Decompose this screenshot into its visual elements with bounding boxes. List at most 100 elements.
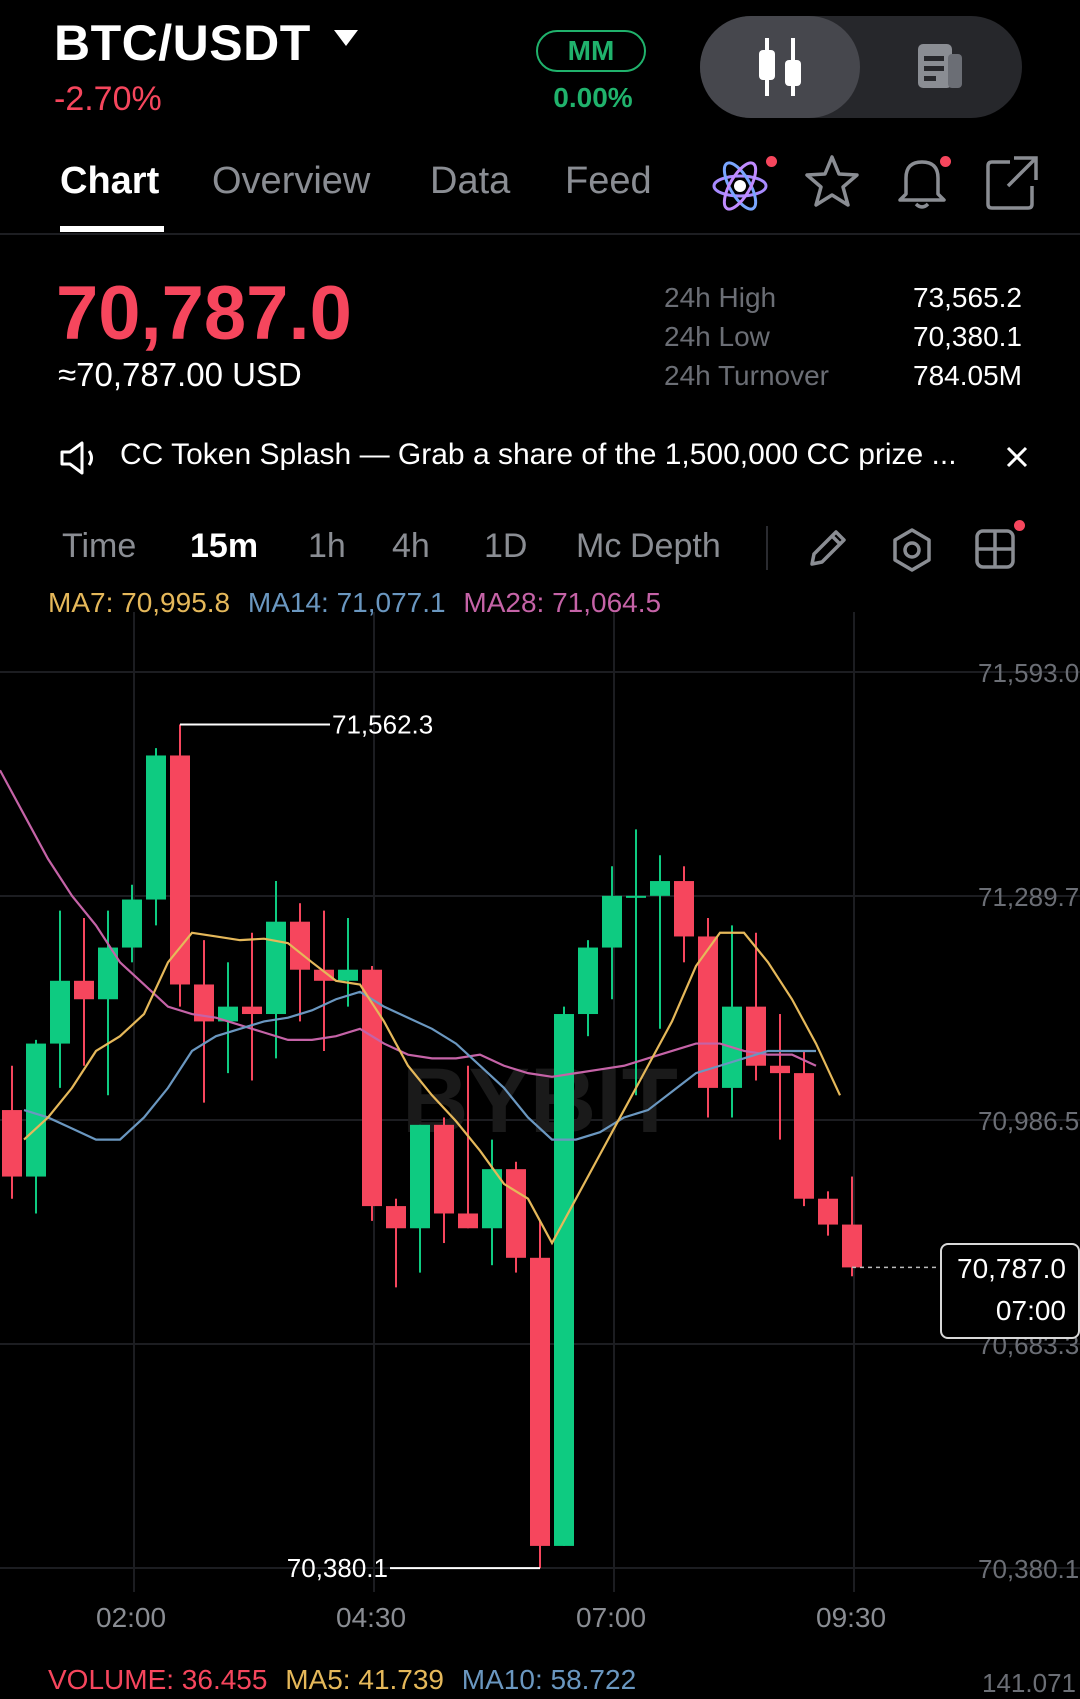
announcement-text[interactable]: CC Token Splash — Grab a share of the 1,… bbox=[120, 438, 957, 471]
candle-body bbox=[842, 1224, 862, 1268]
y-tick-label: 71,289.7 bbox=[978, 882, 1079, 912]
mm-value: 0.00% bbox=[553, 82, 633, 113]
candle-body bbox=[458, 1213, 478, 1229]
stat-24h-low-value: 70,380.1 bbox=[913, 321, 1022, 352]
layout-grid-icon[interactable] bbox=[972, 526, 1018, 572]
y-tick-label: 70,380.1 bbox=[978, 1554, 1079, 1584]
candle-body bbox=[482, 1169, 502, 1229]
last-price: 70,787.0 bbox=[56, 271, 352, 356]
stat-24h-low-label: 24h Low bbox=[664, 321, 770, 352]
x-tick-label: 02:00 bbox=[96, 1602, 167, 1633]
ai-notification-dot bbox=[766, 156, 777, 167]
candle-body bbox=[506, 1169, 526, 1258]
timeframe-time[interactable]: Time bbox=[62, 527, 137, 565]
candlestick-mode-button[interactable] bbox=[700, 16, 860, 118]
usd-equivalent: ≈70,787.00 USD bbox=[58, 356, 302, 393]
candle-body bbox=[626, 895, 646, 898]
tab-feed[interactable]: Feed bbox=[565, 160, 652, 202]
y-tick-label: 71,593.0 bbox=[978, 658, 1079, 688]
candle-body bbox=[26, 1043, 46, 1177]
high-marker-label: 71,562.3 bbox=[332, 709, 433, 739]
timeframe-15m[interactable]: 15m bbox=[190, 527, 259, 565]
ma7-line bbox=[23, 931, 841, 1246]
close-announcement-icon[interactable] bbox=[1004, 444, 1030, 470]
pair-dropdown-caret-icon[interactable] bbox=[334, 30, 358, 46]
tab-overview[interactable]: Overview bbox=[212, 160, 371, 202]
y-tick-label: 70,986.5 bbox=[978, 1106, 1079, 1136]
ma14-legend: MA14: 71,077.1 bbox=[247, 587, 446, 618]
tab-data[interactable]: Data bbox=[430, 160, 511, 202]
candle-body bbox=[674, 881, 694, 937]
candle-body bbox=[98, 947, 118, 1000]
x-tick-label: 07:00 bbox=[576, 1602, 647, 1633]
price-change-percent: -2.70% bbox=[54, 80, 162, 118]
ma7-legend: MA7: 70,995.8 bbox=[48, 587, 231, 618]
ma-lines-layer bbox=[0, 769, 841, 1246]
tab-active-underline bbox=[60, 226, 164, 232]
candle-body bbox=[530, 1257, 550, 1546]
timeframe-more[interactable]: Mc bbox=[576, 527, 622, 565]
candle-body bbox=[314, 969, 334, 981]
favorite-star-icon[interactable] bbox=[802, 152, 862, 212]
ai-atom-icon[interactable] bbox=[708, 154, 772, 218]
x-tick-label: 09:30 bbox=[816, 1602, 887, 1633]
tab-chart[interactable]: Chart bbox=[60, 160, 160, 202]
alert-notification-dot bbox=[940, 156, 951, 167]
candle-body bbox=[698, 936, 718, 1088]
candle-body bbox=[602, 895, 622, 948]
volume-axis-value: 141.071 bbox=[982, 1668, 1076, 1698]
mm-badge[interactable]: MM bbox=[536, 30, 646, 72]
candle-body bbox=[410, 1124, 430, 1229]
candle-body bbox=[122, 899, 142, 948]
timeframe-1d[interactable]: 1D bbox=[484, 527, 528, 565]
candles-layer bbox=[2, 724, 862, 1569]
candle-body bbox=[290, 921, 310, 970]
candle-body bbox=[74, 980, 94, 1000]
candle-body bbox=[218, 1006, 238, 1022]
ma14-line bbox=[23, 990, 816, 1141]
ma28-legend: MA28: 71,064.5 bbox=[463, 587, 662, 618]
candle-body bbox=[434, 1124, 454, 1214]
last-price-tag[interactable]: 70,787.0 07:00 bbox=[940, 1243, 1080, 1339]
ma-legend: MA7: 70,995.8 MA14: 71,077.1 MA28: 71,06… bbox=[48, 587, 661, 619]
volume-ma10: MA10: 58.722 bbox=[461, 1664, 637, 1695]
stat-24h-turnover-value: 784.05M bbox=[913, 360, 1022, 391]
candle-body bbox=[50, 980, 70, 1044]
y-axis: 71,593.071,289.770,986.570,683.370,380.1 bbox=[978, 658, 1079, 1584]
low-marker-label: 70,380.1 bbox=[287, 1553, 388, 1583]
news-icon[interactable] bbox=[910, 40, 970, 94]
share-external-icon[interactable] bbox=[984, 154, 1040, 212]
candle-body bbox=[146, 755, 166, 900]
candle-body bbox=[194, 984, 214, 1022]
candle-body bbox=[650, 881, 670, 896]
last-price-tag-time: 07:00 bbox=[995, 1295, 1066, 1326]
stat-24h-high-label: 24h High bbox=[664, 282, 777, 313]
indicator-settings-icon[interactable] bbox=[888, 526, 936, 574]
announcement-speaker-icon bbox=[60, 441, 93, 475]
candle-body bbox=[386, 1206, 406, 1229]
tab-depth[interactable]: Depth bbox=[630, 527, 721, 565]
draw-pencil-icon[interactable] bbox=[804, 526, 850, 572]
timeframe-1h[interactable]: 1h bbox=[308, 527, 346, 565]
candlestick-icon bbox=[759, 38, 801, 96]
candle-body bbox=[2, 1110, 22, 1177]
candle-body bbox=[794, 1073, 814, 1199]
layout-notification-dot bbox=[1014, 520, 1025, 531]
volume-legend: VOLUME: 36.455 MA5: 41.739 MA10: 58.722 bbox=[48, 1664, 636, 1696]
timeframe-4h[interactable]: 4h bbox=[392, 527, 430, 565]
candlestick-chart[interactable]: BYBIT 71,562.370,380.1 71,593.071,289.77… bbox=[0, 612, 1080, 1644]
candle-body bbox=[554, 1014, 574, 1546]
price-alert-bell-icon[interactable] bbox=[892, 152, 952, 214]
stat-24h-high-value: 73,565.2 bbox=[913, 282, 1022, 313]
stat-24h-turnover-label: 24h Turnover bbox=[664, 360, 829, 391]
candle-body bbox=[818, 1198, 838, 1225]
ma28-line bbox=[0, 769, 817, 1078]
last-price-tag-price: 70,787.0 bbox=[957, 1253, 1066, 1284]
candle-body bbox=[266, 921, 286, 1015]
volume-ma5: MA5: 41.739 bbox=[285, 1664, 445, 1695]
pair-title[interactable]: BTC/USDT bbox=[54, 15, 311, 71]
volume-value: VOLUME: 36.455 bbox=[48, 1664, 268, 1695]
candle-body bbox=[242, 1006, 262, 1015]
candle-body bbox=[362, 969, 382, 1207]
extreme-markers: 71,562.3 70,380.1 bbox=[180, 709, 940, 1583]
